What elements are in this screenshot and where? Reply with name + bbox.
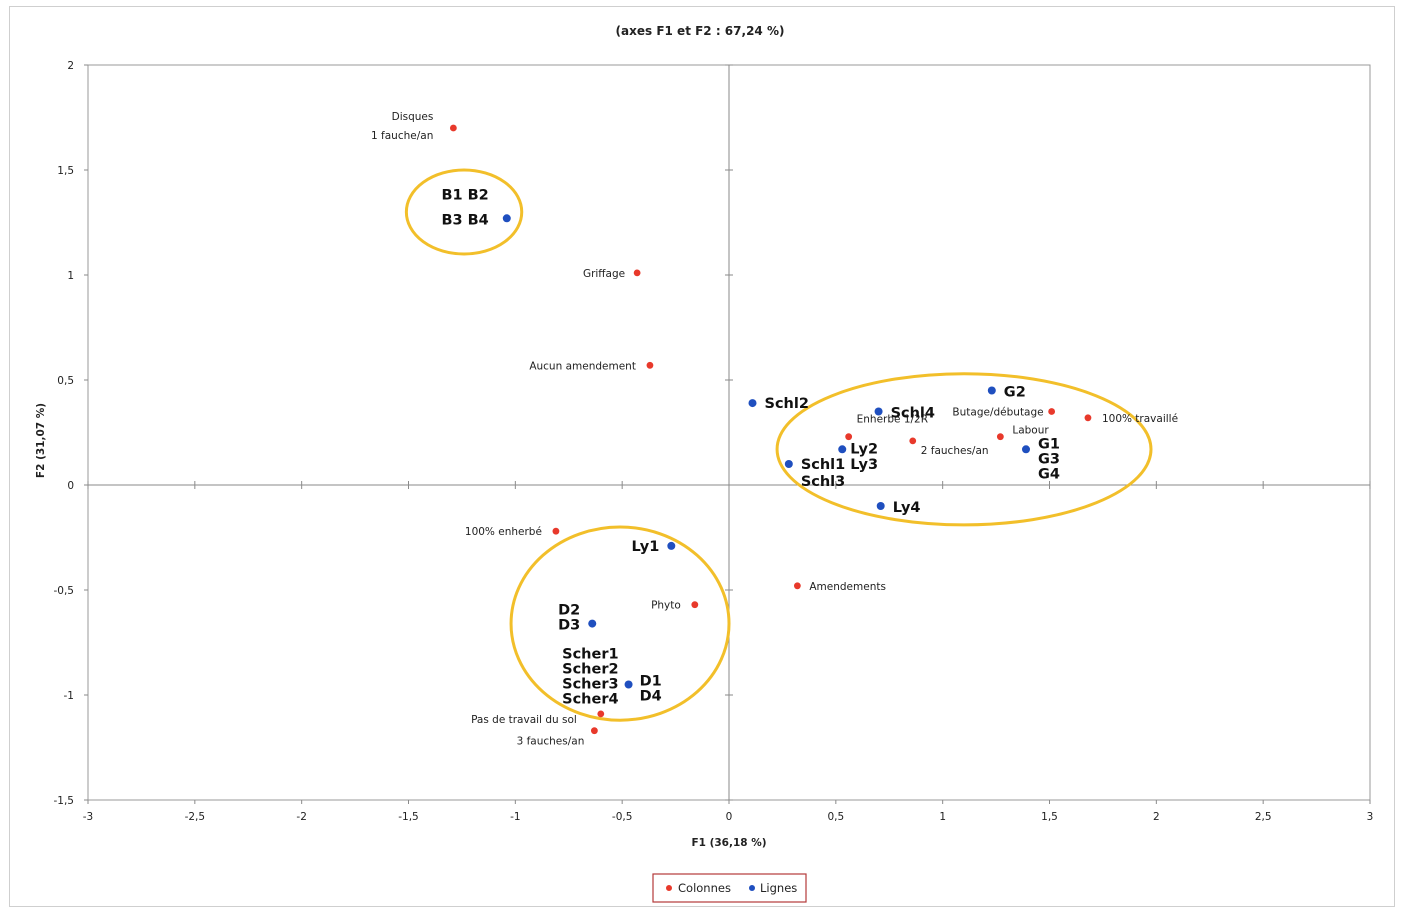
lignes-point-label: Ly1: [632, 539, 660, 555]
plot-area: -3 -2,5 -2 -1,5 -1 -0,5 0 0,5 1 1,5 2 2,5 3 -1,5 -1 -0,…: [54, 60, 1374, 823]
colonnes-point: [633, 269, 641, 277]
y-tick-label: 0,5: [57, 375, 74, 387]
lignes-point-label: Scher2: [562, 662, 618, 678]
lignes-point-label: B3 B4: [441, 212, 488, 228]
colonnes-point: [552, 527, 560, 535]
x-tick-label: -1,5: [398, 811, 419, 823]
x-tick-label: -2,5: [185, 811, 206, 823]
legend-label-colonnes: Colonnes: [678, 881, 731, 895]
lignes-point: [1021, 445, 1030, 454]
colonnes-point-label: 100% travaillé: [1102, 413, 1178, 425]
x-tick-label: -1: [510, 811, 520, 823]
colonnes-point: [1048, 408, 1056, 415]
lignes-point-label: G3: [1038, 451, 1060, 467]
x-tick-label: 1: [939, 811, 946, 823]
y-tick-label: -1,5: [54, 795, 75, 807]
lignes-point-label: Schl1 Ly3: [801, 457, 878, 473]
lignes-point: [502, 214, 511, 223]
x-tick-label: 0: [726, 811, 733, 823]
legend: Colonnes Lignes: [652, 873, 807, 903]
lignes-point: [874, 407, 883, 416]
colonnes-point-label: 100% enherbé: [465, 526, 542, 538]
lignes-point-label: Schl2: [765, 396, 809, 412]
x-tick-label: 0,5: [827, 811, 844, 823]
colonnes-point-label: Phyto: [651, 600, 681, 612]
x-tick-label: -3: [83, 811, 93, 823]
x-tick-label: 2,5: [1255, 811, 1272, 823]
colonnes-point-label: Enherbé 1/2R: [857, 414, 928, 426]
lignes-point-label: D2: [558, 603, 580, 619]
colonnes-point-label: 1 fauche/an: [371, 130, 433, 142]
x-tick-label: 1,5: [1041, 811, 1058, 823]
lignes-point-label: Ly2: [850, 441, 878, 457]
x-tick-label: -2: [296, 811, 306, 823]
colonnes-point: [646, 361, 654, 369]
x-tick-label: 2: [1153, 811, 1160, 823]
y-tick-label: 1: [67, 270, 74, 282]
colonnes-point: [845, 433, 853, 441]
lignes-point-label: D3: [558, 618, 580, 634]
x-tick-label: 3: [1367, 811, 1374, 823]
lignes-point-label: Schl4: [891, 406, 935, 422]
colonnes-point: [597, 710, 605, 718]
colonnes-point: [449, 124, 457, 132]
lignes-point-label: Ly4: [893, 500, 921, 516]
lignes-point-label: Scher4: [562, 692, 618, 708]
colonnes-point-label: Aucun amendement: [529, 360, 636, 372]
lignes-point-label: G2: [1004, 385, 1026, 401]
y-tick-label: 1,5: [57, 165, 74, 177]
legend-marker-lignes: [749, 885, 755, 891]
lignes-point-label: Schl3: [801, 474, 845, 490]
colonnes-point-label: Labour: [1012, 425, 1049, 437]
group-ellipse: [404, 168, 524, 256]
colonnes-point: [691, 601, 699, 609]
colonnes-point-label: 2 fauches/an: [921, 445, 989, 457]
colonnes-point-label: Disques: [392, 111, 434, 123]
group-ellipse: [775, 372, 1153, 527]
lignes-point-label: D1: [640, 674, 662, 690]
colonnes-point: [793, 582, 801, 590]
lignes-point-label: Scher1: [562, 647, 618, 663]
colonnes-point-label: Pas de travail du sol: [471, 714, 577, 726]
colonnes-point-label: 3 fauches/an: [517, 736, 585, 748]
lignes-point-label: B1 B2: [441, 187, 488, 203]
legend-marker-colonnes: [666, 885, 672, 891]
lignes-point: [838, 445, 847, 454]
x-tick-label: -0,5: [612, 811, 633, 823]
lignes-point-label: Scher3: [562, 677, 618, 693]
colonnes-point: [909, 437, 917, 445]
colonnes-point-label: Griffage: [583, 268, 625, 280]
colonnes-point-label: Butage/débutage: [952, 407, 1043, 419]
colonnes-point-label: Amendements: [809, 581, 886, 593]
y-tick-label: 2: [67, 60, 74, 72]
lignes-point: [876, 502, 885, 510]
colonnes-point: [590, 727, 598, 735]
y-tick-label: -1: [64, 690, 74, 702]
lignes-point: [588, 619, 597, 628]
colonnes-point: [996, 433, 1004, 441]
y-tick-label: -0,5: [54, 585, 75, 597]
y-tick-label: 0: [67, 480, 74, 492]
chart-frame: [9, 6, 1395, 907]
lignes-point: [784, 460, 793, 468]
lignes-point: [987, 386, 996, 395]
x-axis-label: F1 (36,18 %): [691, 837, 766, 849]
y-axis-label: F2 (31,07 %): [35, 403, 47, 478]
legend-box: [652, 873, 807, 903]
legend-label-lignes: Lignes: [760, 881, 797, 895]
colonnes-point: [1084, 414, 1092, 422]
lignes-point: [667, 541, 676, 550]
lignes-point-label: G4: [1038, 466, 1060, 482]
group-ellipse: [509, 525, 731, 722]
lignes-point: [748, 399, 757, 408]
lignes-point-label: D4: [640, 689, 662, 705]
lignes-point-label: G1: [1038, 436, 1060, 452]
chart-title: (axes F1 et F2 : 67,24 %): [616, 24, 785, 38]
lignes-point: [624, 680, 633, 689]
